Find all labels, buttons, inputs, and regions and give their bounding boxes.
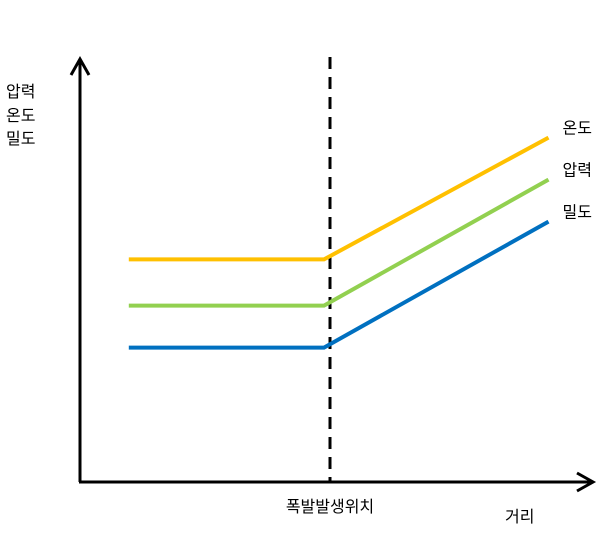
y-axis-label-line-2: 온도 <box>6 106 35 125</box>
series-line-density <box>128 219 550 350</box>
x-axis <box>79 471 597 493</box>
explosion-location-label: 폭발발생위치 <box>286 497 374 516</box>
series-label-pressure: 압력 <box>563 161 592 180</box>
x-axis-label: 거리 <box>505 507 534 526</box>
y-axis-label-line-1: 압력 <box>6 82 35 101</box>
series-line-temperature <box>128 135 550 262</box>
y-axis-label-line-3: 밀도 <box>6 129 35 148</box>
series-label-density: 밀도 <box>563 203 592 222</box>
y-axis <box>69 55 91 482</box>
series-label-temperature: 온도 <box>563 119 592 138</box>
series-line-pressure <box>128 177 550 308</box>
